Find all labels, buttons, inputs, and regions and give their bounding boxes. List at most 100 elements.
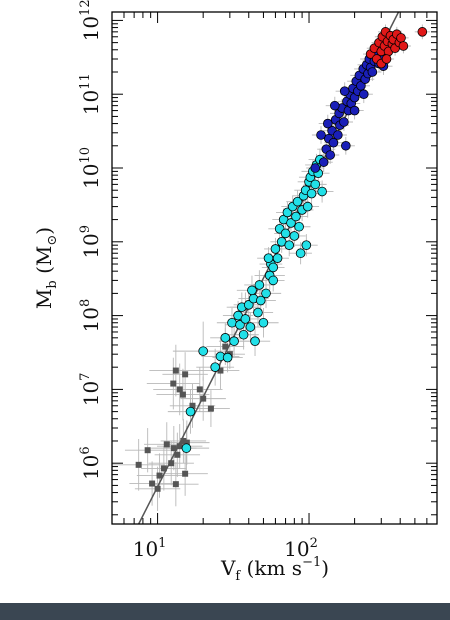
x-tick-base: 10 bbox=[284, 537, 309, 561]
data-point bbox=[222, 352, 233, 363]
data-point bbox=[417, 27, 428, 37]
data-point bbox=[245, 322, 256, 332]
data-point bbox=[292, 196, 303, 207]
data-point bbox=[170, 445, 177, 452]
data-point bbox=[289, 231, 300, 241]
data-point bbox=[254, 280, 265, 290]
data-point bbox=[263, 253, 274, 263]
data-point bbox=[295, 248, 306, 259]
data-point bbox=[339, 86, 350, 96]
data-point bbox=[250, 336, 260, 346]
data-point bbox=[174, 451, 181, 458]
data-point bbox=[255, 295, 266, 306]
data-point bbox=[176, 386, 183, 393]
x-axis-label: Vf (km s−1) bbox=[220, 555, 329, 584]
data-point bbox=[181, 443, 192, 453]
data-point bbox=[284, 240, 295, 250]
y-tick-label: 108 bbox=[78, 299, 103, 333]
data-point bbox=[144, 447, 151, 454]
x-tick-exponent: 2 bbox=[310, 536, 318, 551]
x-tick-exponent: 1 bbox=[158, 536, 166, 551]
y-tick-label: 109 bbox=[78, 225, 103, 259]
data-point bbox=[196, 386, 203, 393]
data-point bbox=[294, 221, 304, 232]
data-point bbox=[179, 391, 186, 398]
data-point bbox=[381, 54, 392, 64]
data-point bbox=[316, 130, 326, 140]
data-point bbox=[185, 406, 196, 417]
data-point bbox=[182, 371, 189, 378]
data-point bbox=[359, 89, 369, 100]
gray-series bbox=[135, 304, 249, 492]
data-point bbox=[149, 480, 156, 487]
data-point bbox=[168, 460, 175, 467]
data-point bbox=[182, 470, 189, 477]
data-point bbox=[220, 333, 231, 343]
y-tick-exponent: 11 bbox=[78, 73, 93, 90]
cyan-series bbox=[181, 154, 327, 453]
data-point bbox=[318, 157, 329, 167]
data-point bbox=[302, 201, 313, 212]
y-tick-exponent: 10 bbox=[78, 147, 93, 164]
y-tick-base: 10 bbox=[79, 307, 103, 332]
data-point bbox=[156, 472, 163, 479]
data-point bbox=[322, 118, 333, 129]
y-tick-label: 1012 bbox=[78, 0, 103, 41]
data-point bbox=[317, 186, 327, 197]
data-point bbox=[258, 317, 269, 328]
data-point bbox=[349, 105, 360, 116]
y-tick-base: 10 bbox=[79, 90, 103, 115]
data-point bbox=[189, 402, 196, 409]
data-point bbox=[183, 439, 190, 446]
plot-frame bbox=[111, 11, 438, 525]
y-tick-base: 10 bbox=[79, 233, 103, 258]
y-axis-label: Mb (M⊙) bbox=[32, 227, 60, 309]
data-point bbox=[367, 67, 378, 77]
data-point bbox=[247, 285, 257, 296]
data-point bbox=[207, 405, 214, 412]
y-tick-exponent: 6 bbox=[78, 446, 93, 454]
data-point bbox=[227, 317, 237, 328]
data-point bbox=[291, 211, 301, 222]
y-tick-base: 10 bbox=[79, 16, 103, 41]
y-tick-base: 10 bbox=[79, 381, 103, 406]
data-point bbox=[229, 336, 239, 346]
data-point bbox=[341, 140, 351, 151]
y-tick-label: 106 bbox=[78, 446, 103, 480]
data-point bbox=[154, 485, 161, 492]
data-point bbox=[172, 481, 179, 488]
data-point bbox=[268, 262, 278, 273]
y-tick-base: 10 bbox=[79, 455, 103, 480]
blue-series bbox=[310, 49, 389, 173]
data-point bbox=[180, 437, 187, 444]
footer-bar bbox=[0, 603, 450, 620]
data-point bbox=[325, 150, 336, 160]
data-point bbox=[333, 130, 343, 140]
data-point bbox=[306, 188, 317, 199]
y-tick-exponent: 7 bbox=[78, 373, 93, 381]
data-point bbox=[270, 244, 281, 254]
data-point bbox=[238, 329, 249, 340]
data-point bbox=[310, 163, 321, 173]
plot-marks bbox=[112, 11, 430, 525]
data-point bbox=[339, 117, 349, 127]
y-tick-label: 1011 bbox=[78, 73, 103, 115]
data-point bbox=[172, 367, 179, 374]
red-series bbox=[365, 27, 428, 69]
data-point bbox=[330, 100, 340, 111]
y-tick-base: 10 bbox=[79, 164, 103, 189]
data-point bbox=[261, 288, 271, 299]
data-point bbox=[286, 218, 296, 228]
y-tick-exponent: 8 bbox=[78, 299, 93, 307]
data-point bbox=[253, 307, 263, 318]
data-point bbox=[210, 362, 220, 372]
axis-ticks bbox=[111, 12, 438, 524]
x-tick-label: 101 bbox=[133, 536, 167, 561]
data-point bbox=[200, 395, 207, 402]
data-point bbox=[280, 228, 291, 239]
y-tick-exponent: 12 bbox=[78, 0, 93, 16]
data-point bbox=[398, 41, 409, 51]
y-tick-exponent: 9 bbox=[78, 225, 93, 233]
